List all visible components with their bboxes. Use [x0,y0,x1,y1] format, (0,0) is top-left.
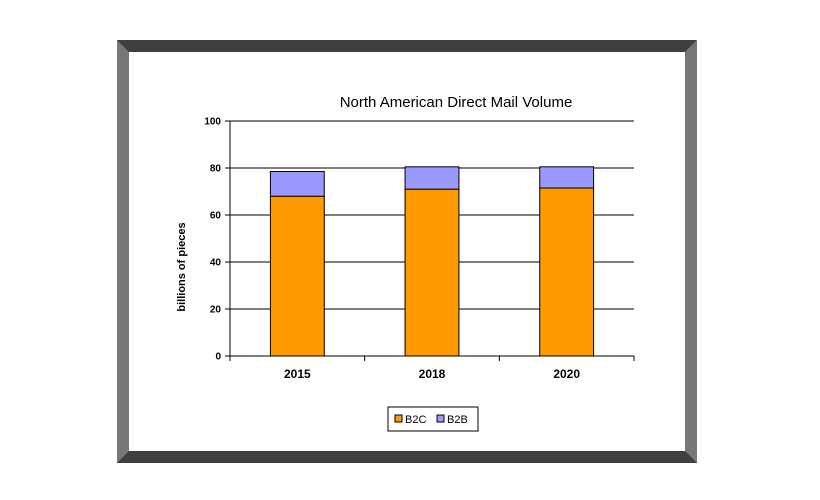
y-tick-label: 40 [210,258,222,269]
frame-bevel-bottom [117,451,697,463]
x-tick-label: 2020 [553,367,580,381]
legend-swatch-b2c [394,414,403,423]
y-tick-label: 20 [210,305,222,316]
x-tick-label: 2018 [419,367,446,381]
y-tick-label: 80 [210,164,222,175]
bar-b2b-2015 [269,171,325,197]
legend-label-b2c: B2C [405,414,426,426]
y-tick-label: 60 [210,211,222,222]
bar-b2c-2015 [269,195,325,357]
bars [269,166,595,357]
chart-svg: North American Direct Mail Volume 0 20 40 6… [176,94,635,432]
y-tick-label: 100 [204,117,221,128]
axes: 0 20 40 60 80 100 2015 2018 2020 [204,117,635,381]
legend: B2C B2B [387,406,479,432]
chart-frame: North American Direct Mail Volume 0 20 40 6… [117,40,697,463]
bar-b2b-2020 [539,166,595,189]
frame-bevel-left [117,40,129,463]
bar-b2b-2018 [404,166,460,190]
frame-bevel-right [685,40,697,463]
chart-title: North American Direct Mail Volume [340,94,573,111]
bar-b2c-2018 [404,188,460,357]
x-tick-label: 2015 [284,367,311,381]
legend-swatch-b2b [436,414,445,423]
legend-label-b2b: B2B [447,414,468,426]
y-axis-title: billions of pieces [176,222,188,311]
frame-bevel-top [117,40,697,52]
legend-box [387,406,479,432]
y-tick-label: 0 [215,352,221,363]
bar-b2c-2020 [539,187,595,357]
chart-area: North American Direct Mail Volume 0 20 40 6… [129,52,685,451]
